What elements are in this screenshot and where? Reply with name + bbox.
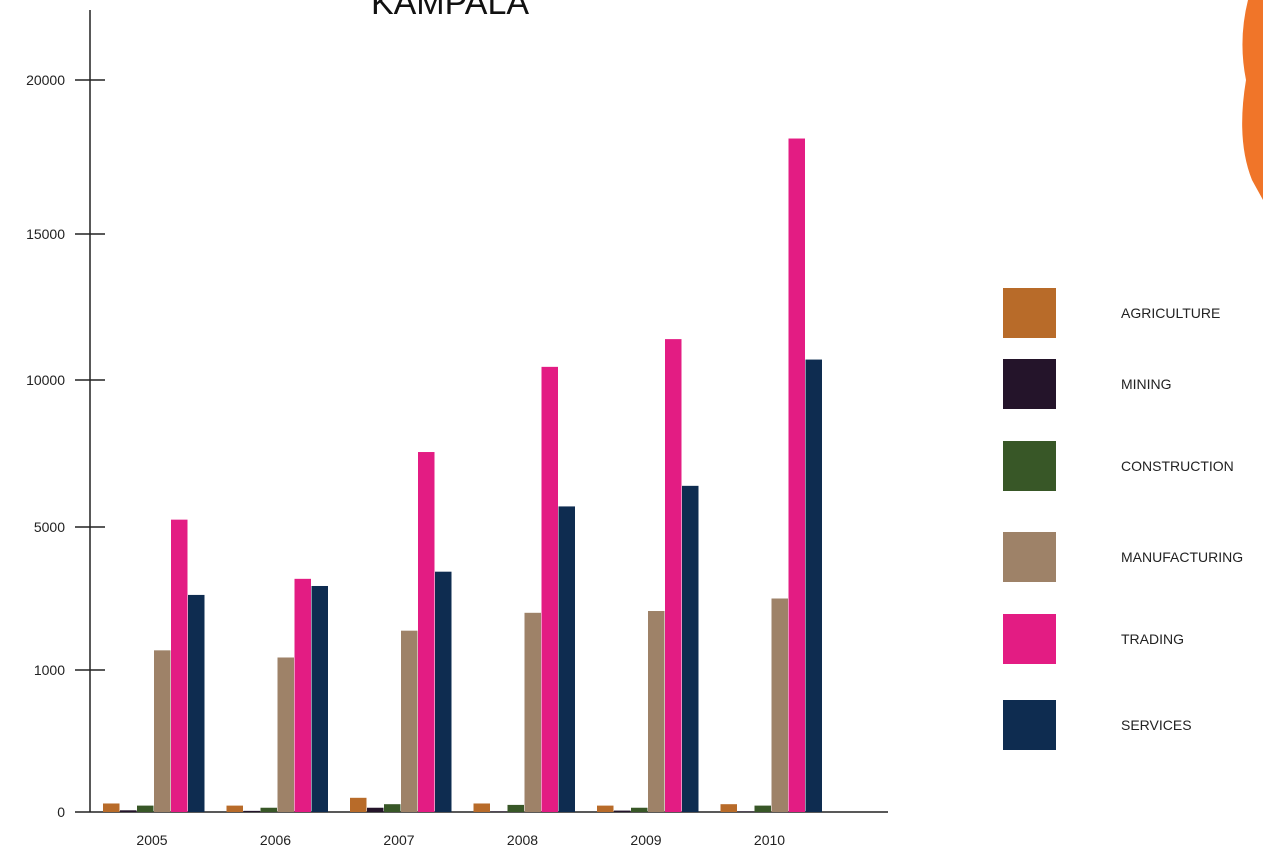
y-ticks: 0 1000 5000 10000 15000 20000 bbox=[26, 72, 105, 820]
bar-construction-2005 bbox=[137, 805, 154, 812]
legend-label-services: SERVICES bbox=[1121, 717, 1192, 733]
legend-label-agriculture: AGRICULTURE bbox=[1121, 305, 1220, 321]
y-tick-label: 15000 bbox=[26, 226, 65, 242]
bar-mining-2007 bbox=[367, 807, 384, 812]
bar-trading-2005 bbox=[171, 519, 188, 812]
bar-manufacturing-2009 bbox=[648, 611, 665, 812]
bar-agriculture-2006 bbox=[226, 805, 243, 812]
bar-agriculture-2010 bbox=[720, 804, 737, 812]
y-tick-label: 10000 bbox=[26, 372, 65, 388]
bar-agriculture-2008 bbox=[473, 803, 490, 812]
legend-label-mining: MINING bbox=[1121, 376, 1172, 392]
x-ticks: 2005 2006 2007 2008 2009 2010 bbox=[136, 832, 785, 848]
legend-swatch-manufacturing bbox=[1003, 532, 1056, 582]
bar-mining-2006 bbox=[243, 810, 260, 812]
bar-manufacturing-2008 bbox=[524, 612, 541, 812]
bar-agriculture-2005 bbox=[103, 803, 120, 812]
bar-trading-2008 bbox=[541, 366, 558, 812]
bar-construction-2008 bbox=[507, 804, 524, 812]
bar-mining-2005 bbox=[120, 810, 137, 812]
x-tick-label: 2007 bbox=[383, 832, 414, 848]
y-tick-label: 20000 bbox=[26, 72, 65, 88]
bar-trading-2009 bbox=[665, 339, 682, 812]
legend-label-manufacturing: MANUFACTURING bbox=[1121, 549, 1243, 565]
bar-services-2010 bbox=[805, 359, 822, 812]
bar-manufacturing-2005 bbox=[154, 650, 171, 812]
bar-agriculture-2007 bbox=[350, 797, 367, 812]
x-tick-label: 2009 bbox=[630, 832, 661, 848]
bar-services-2006 bbox=[311, 585, 328, 812]
legend-label-construction: CONSTRUCTION bbox=[1121, 458, 1234, 474]
legend-label-trading: TRADING bbox=[1121, 631, 1184, 647]
x-tick-label: 2005 bbox=[136, 832, 167, 848]
bar-construction-2010 bbox=[754, 805, 771, 812]
bar-mining-2009 bbox=[614, 810, 631, 812]
legend: AGRICULTURE MINING CONSTRUCTION MANUFACTURI… bbox=[1003, 288, 1243, 750]
x-tick-label: 2006 bbox=[260, 832, 291, 848]
decorative-accent-shape bbox=[1242, 0, 1263, 200]
bar-trading-2007 bbox=[418, 452, 435, 812]
bar-services-2008 bbox=[558, 506, 575, 812]
bar-manufacturing-2006 bbox=[277, 657, 294, 812]
bar-mining-2008 bbox=[490, 811, 507, 812]
legend-swatch-services bbox=[1003, 700, 1056, 750]
bar-services-2005 bbox=[188, 594, 205, 812]
bars bbox=[103, 138, 822, 812]
legend-swatch-construction bbox=[1003, 441, 1056, 491]
legend-swatch-mining bbox=[1003, 359, 1056, 409]
chart-title: KAMPALA bbox=[371, 0, 529, 22]
bar-manufacturing-2007 bbox=[401, 630, 418, 812]
bar-services-2009 bbox=[682, 485, 699, 812]
x-tick-label: 2008 bbox=[507, 832, 538, 848]
bar-manufacturing-2010 bbox=[771, 598, 788, 812]
x-tick-label: 2010 bbox=[754, 832, 785, 848]
y-tick-label: 1000 bbox=[34, 662, 65, 678]
legend-swatch-trading bbox=[1003, 614, 1056, 664]
y-tick-label: 5000 bbox=[34, 519, 65, 535]
bar-construction-2006 bbox=[260, 807, 277, 812]
y-tick-label: 0 bbox=[57, 804, 65, 820]
bar-mining-2010 bbox=[737, 811, 754, 812]
bar-services-2007 bbox=[435, 571, 452, 812]
bar-agriculture-2009 bbox=[597, 805, 614, 812]
bar-construction-2009 bbox=[631, 807, 648, 812]
bar-trading-2010 bbox=[788, 138, 805, 812]
bar-construction-2007 bbox=[384, 804, 401, 812]
bar-trading-2006 bbox=[294, 578, 311, 812]
legend-swatch-agriculture bbox=[1003, 288, 1056, 338]
